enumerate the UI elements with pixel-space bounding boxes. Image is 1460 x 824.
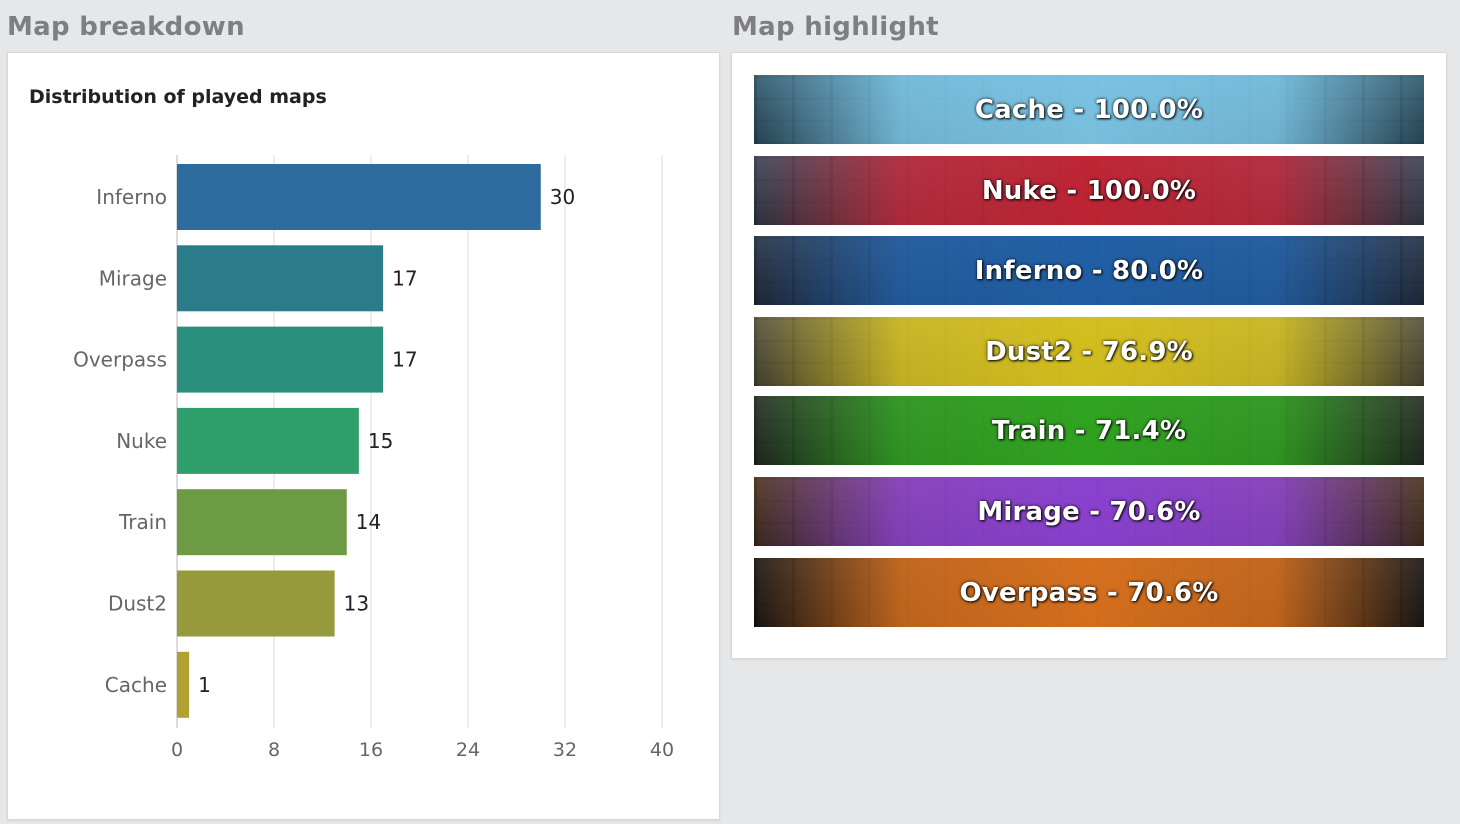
x-tick-label: 16 <box>359 739 383 761</box>
map-breakdown-title: Map breakdown <box>7 12 245 42</box>
category-label: Train <box>118 510 167 534</box>
map-banner-inferno[interactable]: Inferno - 80.0% <box>754 236 1424 305</box>
bar-mirage[interactable] <box>177 245 384 312</box>
chart-title: Distribution of played maps <box>29 86 327 108</box>
map-banner-label: Inferno - 80.0% <box>974 255 1204 286</box>
bar-overpass[interactable] <box>177 326 384 393</box>
bar-nuke[interactable] <box>177 407 359 474</box>
x-tick-label: 40 <box>650 739 674 761</box>
map-banner-overpass[interactable]: Overpass - 70.6% <box>754 558 1424 627</box>
bar-dust2[interactable] <box>177 570 335 637</box>
x-tick-label: 8 <box>268 739 280 761</box>
bar-inferno[interactable] <box>177 164 541 230</box>
category-label: Inferno <box>96 185 167 209</box>
bar-train[interactable] <box>177 489 347 556</box>
category-label: Mirage <box>99 266 167 290</box>
bar-value-label: 15 <box>368 429 393 453</box>
map-highlight-title: Map highlight <box>732 12 939 42</box>
x-tick-label: 24 <box>456 739 480 761</box>
map-banner-mirage[interactable]: Mirage - 70.6% <box>754 477 1424 546</box>
map-banner-train[interactable]: Train - 71.4% <box>754 396 1424 465</box>
map-banner-label: Cache - 100.0% <box>974 94 1204 125</box>
bar-value-label: 17 <box>392 266 417 290</box>
x-tick-label: 32 <box>553 739 577 761</box>
map-banner-dust2[interactable]: Dust2 - 76.9% <box>754 317 1424 386</box>
x-tick-label: 0 <box>171 739 183 761</box>
map-banner-label: Nuke - 100.0% <box>981 175 1197 206</box>
bar-value-label: 1 <box>198 673 211 697</box>
category-label: Cache <box>105 673 167 697</box>
map-banner-label: Dust2 - 76.9% <box>985 336 1193 367</box>
map-banner-label: Train - 71.4% <box>991 415 1187 446</box>
map-banner-cache[interactable]: Cache - 100.0% <box>754 75 1424 144</box>
bar-value-label: 17 <box>392 348 417 372</box>
category-label: Nuke <box>116 429 167 453</box>
bar-cache[interactable] <box>177 651 190 718</box>
bar-value-label: 30 <box>550 185 575 209</box>
map-banner-nuke[interactable]: Nuke - 100.0% <box>754 156 1424 225</box>
category-label: Dust2 <box>108 592 167 616</box>
played-maps-bar-chart: 0 8 16 24 32 40 Inferno 30 Mirage 17 Overpass 17 Nuk… <box>73 155 674 761</box>
map-banner-label: Mirage - 70.6% <box>977 496 1201 527</box>
bar-value-label: 13 <box>344 592 369 616</box>
map-banner-label: Overpass - 70.6% <box>959 577 1219 608</box>
category-label: Overpass <box>73 348 167 372</box>
bar-value-label: 14 <box>356 510 381 534</box>
